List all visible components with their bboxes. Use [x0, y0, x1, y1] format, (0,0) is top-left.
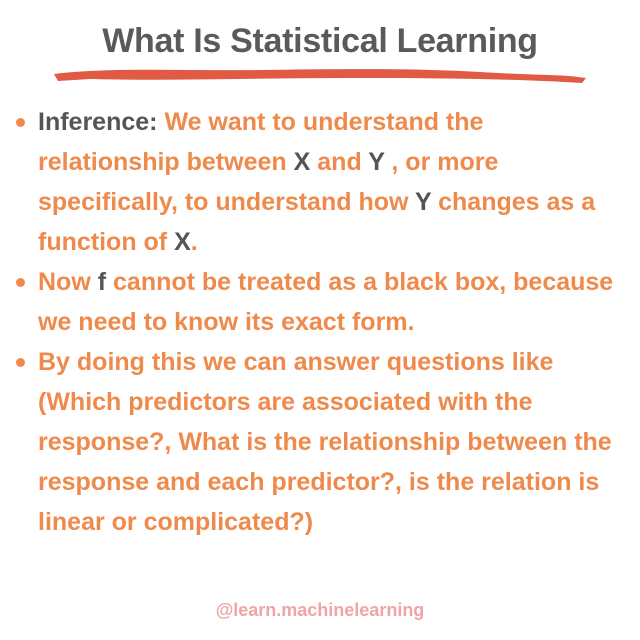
variable-x: X [293, 148, 311, 176]
bullet-text: changes as a function of [38, 188, 596, 256]
bullet-text: cannot be treated as a black box, becaus… [38, 268, 614, 336]
bullet-text: and [317, 148, 362, 176]
bullet-inference: Inference: We want to understand the rel… [12, 102, 632, 262]
bullet-black-box: Now f cannot be treated as a black box, … [12, 262, 632, 342]
bullet-text: Now [38, 268, 91, 296]
bullet-dot [16, 278, 25, 287]
bullet-text: , or more specifically, to understand ho… [38, 148, 499, 216]
bullet-questions: By doing this we can answer questions li… [12, 342, 632, 542]
bullet-dot [16, 118, 25, 127]
variable-f: f [97, 268, 107, 296]
variable-y: Y [414, 188, 432, 216]
bullet-dot [16, 358, 25, 367]
page-title: What Is Statistical Learning [102, 22, 538, 60]
bullet-text: By doing this we can answer questions li… [38, 348, 612, 536]
bullet-text: . [190, 228, 198, 256]
bullet-list: Inference: We want to understand the rel… [12, 102, 632, 542]
variable-y: Y [368, 148, 385, 176]
bullet-text: We want to understand the relationship b… [38, 108, 484, 176]
red-brush-underline [54, 69, 586, 83]
footer-handle: @learn.machinelearning [215, 600, 425, 620]
variable-x: X [174, 228, 191, 256]
bullet-label: Inference: [38, 108, 158, 136]
